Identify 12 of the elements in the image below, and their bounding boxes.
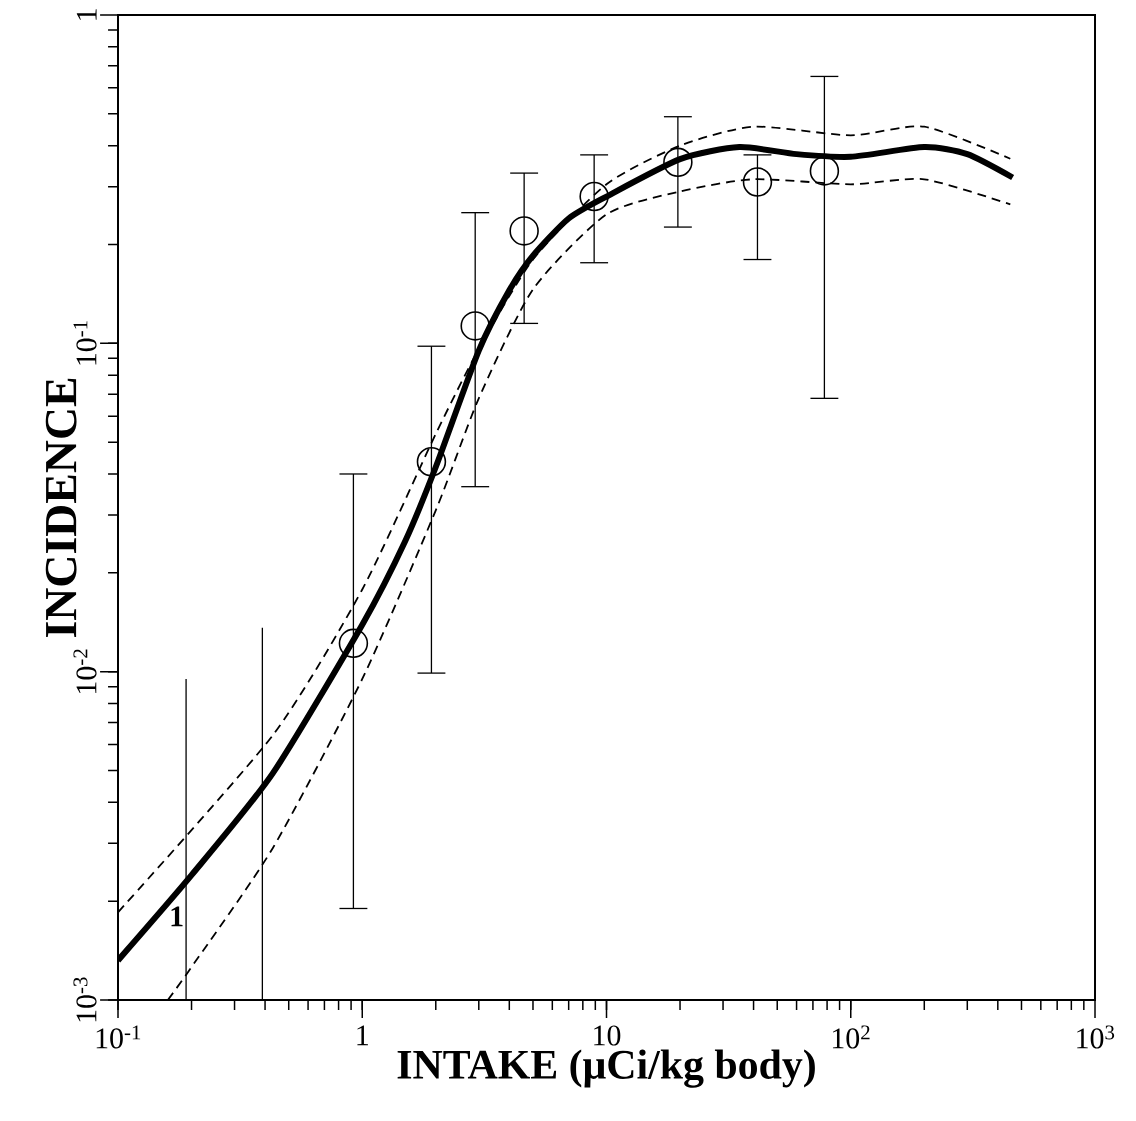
annotation: 1: [171, 906, 183, 927]
x-axis-title: INTAKE (μCi/kg body): [397, 1049, 815, 1088]
x-tick-label: 10$^{3}$: [1077, 1025, 1115, 1049]
x-tick-label: 10: [594, 1025, 621, 1046]
y-tick-label: 1: [76, 9, 97, 20]
x-tick-label: 1: [357, 1025, 368, 1046]
y-tick-label: 10$^{-3}$: [73, 977, 97, 1022]
y-tick-label: 10$^{-2}$: [73, 649, 97, 693]
y-axis-title: INCIDENCE: [45, 378, 77, 638]
x-tick-label: 10$^{-1}$: [96, 1025, 141, 1049]
y-tick-label: 10$^{-1}$: [73, 321, 97, 365]
x-tick-label: 10$^{2}$: [832, 1025, 870, 1049]
